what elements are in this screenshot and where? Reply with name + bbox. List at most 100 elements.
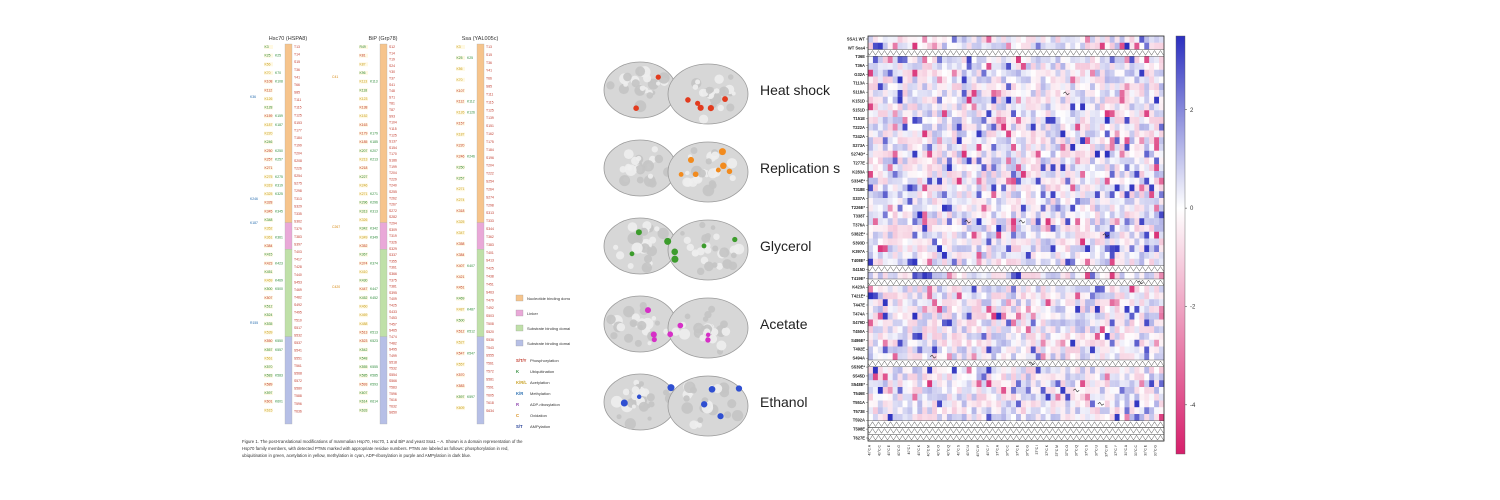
heatmap-cell: [976, 380, 982, 388]
heatmap-cell: [956, 326, 962, 334]
heatmap-cell: [912, 218, 918, 226]
heatmap-cell: [1040, 366, 1046, 374]
heatmap-cell: [872, 285, 879, 293]
heatmap-cell: [951, 285, 957, 293]
heatmap-cell: [1045, 306, 1051, 313]
heatmap-cell: [1154, 339, 1160, 347]
heatmap-cell: [1006, 299, 1012, 307]
heatmap-cell: [887, 191, 893, 199]
heatmap-cell: [1030, 400, 1036, 408]
heatmap-cell: [1035, 49, 1041, 57]
ptm-label: S397: [294, 242, 302, 246]
heatmap-cell: [912, 123, 918, 131]
surface-texture: [622, 388, 630, 396]
heatmap-cell: [1124, 83, 1130, 91]
heatmap-cell: [1144, 103, 1150, 111]
heatmap-cell: [922, 96, 928, 104]
heatmap-cell: [1040, 407, 1046, 415]
heatmap-cell: [971, 204, 977, 212]
heatmap-cell: [932, 83, 938, 91]
heatmap-cell: [996, 36, 1002, 43]
heatmap-cell: [887, 387, 893, 394]
heatmap-cell: [917, 272, 923, 280]
heatmap-cell: [991, 56, 997, 64]
ptm-label: K345: [275, 209, 283, 213]
heatmap-cell: [951, 258, 957, 266]
condition-label: Ethanol: [760, 394, 807, 410]
heatmap-cell: [927, 393, 933, 401]
heatmap-cell: [981, 434, 987, 442]
heatmap-cell: [1016, 225, 1022, 232]
heatmap-cell: [961, 150, 967, 158]
heatmap-cell: [1149, 400, 1155, 408]
heatmap-cell: [1030, 144, 1036, 151]
ptm-tag-bg: [359, 131, 368, 136]
heatmap-cell: [1124, 400, 1130, 408]
heatmap-cell: [946, 339, 953, 347]
heatmap-cell: [1001, 339, 1007, 347]
heatmap-cell: [1154, 63, 1160, 70]
heatmap-cell: [1080, 353, 1086, 361]
heatmap-cell: [1070, 56, 1076, 64]
heatmap-cell: [902, 427, 908, 435]
ptm-label: K597: [457, 395, 465, 399]
heatmap-cell: [1094, 76, 1101, 84]
heatmap-cell: [956, 110, 962, 118]
ptm-label: S536: [486, 338, 494, 342]
heatmap-cell: [1124, 198, 1130, 205]
heatmap-cell: [937, 83, 943, 91]
surface-texture: [733, 243, 745, 255]
heatmap-cell: [1011, 434, 1017, 442]
heatmap-cell: [1149, 252, 1155, 259]
heatmap-cell: [1006, 231, 1012, 239]
heatmap-cell: [1139, 76, 1145, 84]
heatmap-cell: [981, 400, 987, 408]
heatmap-cell: [1114, 407, 1120, 415]
heatmap-cell: [1154, 83, 1160, 91]
heatmap-cell: [872, 319, 879, 327]
heatmap-cell: [932, 312, 938, 320]
heatmap-cell: [1055, 245, 1061, 253]
ptm-label: T298: [486, 203, 494, 207]
ptm-label: K589: [265, 382, 273, 386]
ptm-tag-bg: [264, 148, 273, 153]
heatmap-cell: [951, 380, 957, 388]
column-label: 40°C A: [867, 444, 871, 455]
heatmap-cell: [1090, 231, 1096, 239]
heatmap-cell: [986, 285, 992, 293]
heatmap-cell: [1080, 42, 1086, 50]
heatmap-cell: [942, 42, 948, 50]
heatmap-cell: [877, 326, 883, 334]
heatmap-cell: [907, 90, 913, 97]
heatmap-cell: [966, 150, 972, 158]
heatmap-cell: [1094, 339, 1101, 347]
heatmap-cell: [1060, 312, 1066, 320]
heatmap-cell: [868, 252, 874, 259]
heatmap-cell: [1149, 83, 1155, 91]
heatmap-cell: [1070, 333, 1076, 340]
heatmap-cell: [986, 184, 992, 192]
heatmap-cell: [951, 69, 957, 77]
ptm-label: T125: [389, 133, 397, 137]
heatmap-cell: [1119, 292, 1125, 300]
heatmap-cell: [1075, 110, 1081, 118]
heatmap-cell: [946, 83, 953, 91]
heatmap-cell: [907, 184, 913, 192]
ptm-label: K410: [360, 270, 368, 274]
heatmap-cell: [1085, 198, 1091, 205]
heatmap-cell: [907, 326, 913, 334]
heatmap-cell: [981, 123, 987, 131]
heatmap-cell: [1050, 36, 1056, 43]
ptm-site: [633, 105, 639, 111]
heatmap-cell: [892, 191, 898, 199]
heatmap-cell: [1114, 272, 1120, 280]
heatmap-cell: [1090, 218, 1096, 226]
heatmap-cell: [1149, 420, 1155, 428]
heatmap-cell: [1035, 400, 1041, 408]
heatmap-cell: [907, 110, 913, 118]
row-label: T36A: [855, 63, 865, 68]
ptm-label: K3: [265, 45, 269, 49]
heatmap-cell: [897, 339, 903, 347]
ptm-label: T14: [389, 51, 395, 55]
heatmap-cell: [917, 76, 923, 84]
